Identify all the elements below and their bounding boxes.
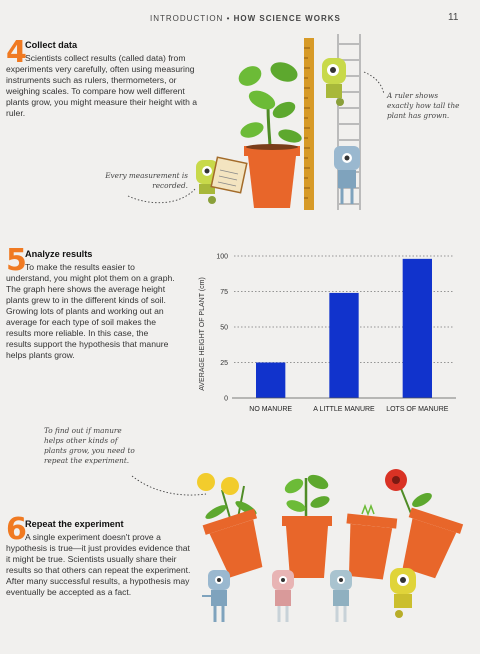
step-6-body: A single experiment doesn't prove a hypo…	[6, 532, 191, 597]
topic-label: HOW SCIENCE WORKS	[233, 14, 341, 23]
header-separator: •	[226, 14, 231, 23]
ruler-note-leader	[363, 71, 385, 95]
step-4-body: Scientists collect results (called data)…	[6, 53, 198, 118]
green-plant-pot-icon	[282, 474, 332, 578]
robot-blue-small-icon	[202, 570, 230, 622]
step-5-body: To make the results easier to understand…	[6, 262, 175, 360]
robot-yellow-small-icon	[390, 568, 416, 618]
step-4-title: Collect data	[25, 40, 78, 50]
height-bar-chart: AVERAGE HEIGHT OF PLANT (cm) 0255075100 …	[199, 254, 456, 413]
bar	[329, 292, 359, 398]
robot-pink-icon	[272, 570, 294, 622]
step-6-title: Repeat the experiment	[25, 519, 124, 529]
x-category-label: NO MANURE	[249, 406, 292, 413]
ruler-note: A ruler shows exactly how tall the plant…	[387, 91, 460, 120]
robot-yellow-icon	[322, 58, 346, 106]
y-tick-label: 75	[220, 289, 228, 296]
measuring-illustration	[127, 34, 385, 210]
y-tick-label: 100	[216, 254, 228, 261]
yellow-flower-pot-icon	[197, 473, 263, 578]
robot-teal-icon	[330, 570, 352, 622]
y-tick-label: 25	[220, 360, 228, 367]
clipboard-robot-icon	[196, 156, 248, 204]
section-label: INTRODUCTION	[150, 14, 224, 23]
ruler-icon	[304, 38, 314, 210]
step-6-number: 6	[6, 512, 27, 547]
x-category-label: LOTS OF MANURE	[386, 406, 449, 413]
step-5-number: 5	[6, 243, 27, 278]
plant-pot-icon	[238, 62, 302, 208]
bar	[402, 258, 432, 398]
bar	[256, 362, 286, 398]
manure-note-leader	[131, 475, 207, 496]
step-4-number: 4	[6, 35, 27, 70]
page-header: INTRODUCTION • HOW SCIENCE WORKS 11	[0, 10, 480, 28]
x-category-label: A LITTLE MANURE	[313, 406, 375, 413]
manure-note: To find out if manure helps other kinds …	[44, 426, 135, 465]
y-axis-label: AVERAGE HEIGHT OF PLANT (cm)	[199, 277, 206, 391]
running-head: INTRODUCTION • HOW SCIENCE WORKS	[150, 14, 341, 23]
red-flower-pot-icon	[385, 469, 464, 579]
sprout-pot-icon	[346, 503, 398, 580]
measurement-note: Every measurement is recorded.	[105, 171, 188, 190]
robot-blue-icon	[334, 146, 360, 204]
step-5-title: Analyze results	[25, 249, 93, 259]
y-tick-label: 50	[220, 325, 228, 332]
page-number: 11	[448, 12, 459, 23]
repeat-experiment-illustration	[197, 469, 464, 622]
y-tick-label: 0	[224, 396, 228, 403]
